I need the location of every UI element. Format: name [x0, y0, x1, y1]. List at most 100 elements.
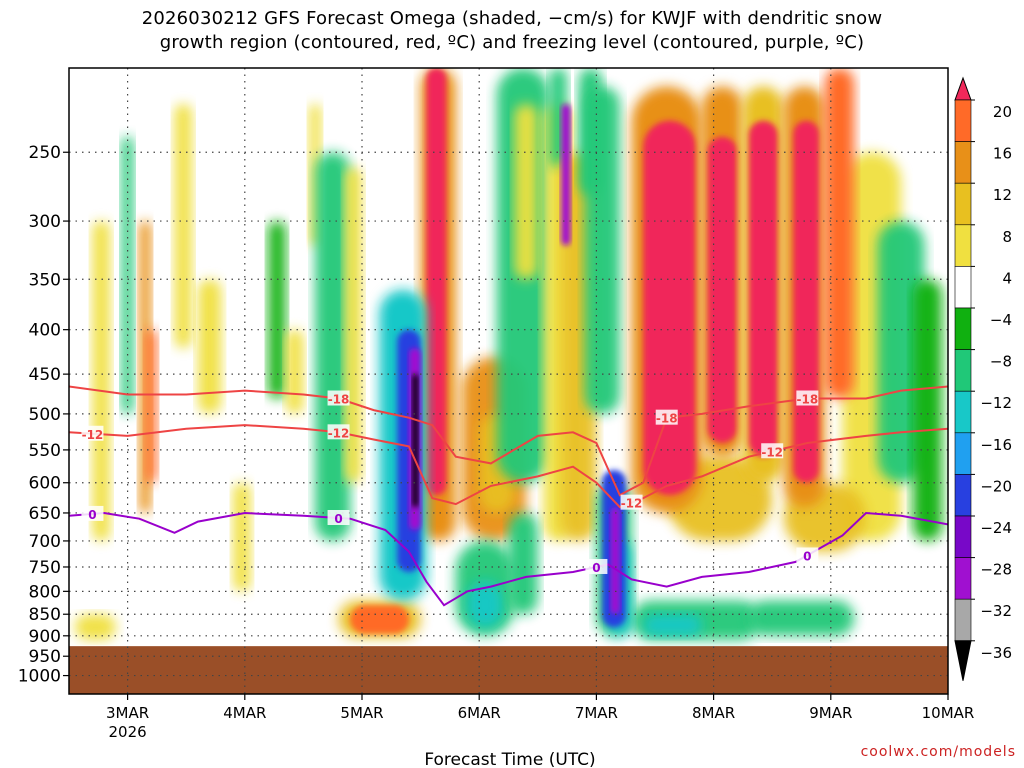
colorbar-label-6: −8: [990, 353, 1012, 371]
contour-label-bg-8: [327, 510, 350, 526]
y-tick-label-500: 500: [29, 405, 61, 425]
colorbar-label-11: −28: [980, 561, 1012, 579]
y-tick-label-900: 900: [29, 627, 61, 647]
omega-patch-17: [514, 103, 538, 280]
colorbar-bin-12: [954, 557, 972, 600]
contour-label-bg-2: [327, 424, 350, 440]
colorbar-bin-8: [954, 390, 972, 434]
chart-title-line1: 2026030212 GFS Forecast Omega (shaded, −…: [141, 8, 883, 29]
omega-shallow-ascent: [350, 605, 409, 634]
omega-patch-8: [285, 329, 304, 414]
x-tick-label-3MAR: 3MAR: [106, 704, 149, 722]
colorbar-arrow-top: [954, 76, 972, 101]
omega-patch-28: [643, 614, 702, 636]
colorbar-label-3: 8: [1002, 228, 1012, 246]
contour-label-10: 0: [803, 549, 811, 563]
contour-label-2: -12: [328, 426, 350, 440]
omega-ascent-core-d: [793, 120, 820, 483]
omega-patch-4: [174, 103, 193, 349]
chart-title-line2: growth region (contoured, red, ºC) and f…: [159, 32, 865, 53]
y-tick-label-850: 850: [29, 605, 61, 625]
colorbar-label-2: 12: [993, 186, 1012, 204]
y-tick-label-700: 700: [29, 532, 61, 552]
omega-patch-22: [584, 86, 620, 414]
omega-ascent-core-b: [707, 136, 738, 443]
y-tick-label-250: 250: [29, 143, 61, 163]
contour-label-bg-7: [81, 505, 104, 521]
colorbar-bin-4: [954, 224, 972, 267]
colorbar-label-5: −4: [990, 311, 1012, 329]
omega-patch-12: [74, 614, 116, 640]
contour-label-3: -18: [797, 392, 819, 406]
contour-label-4: -12: [761, 445, 783, 459]
x-tick-label-10MAR: 10MAR: [922, 704, 975, 722]
colorbar-bin-11: [954, 515, 972, 558]
colorbar-bin-2: [954, 141, 972, 184]
colorbar: 20 16 12 8 4 −4 −8 −12 −16 −20 −24 −28 −32 −36: [954, 76, 1012, 681]
contour-label-bg-6: [620, 494, 643, 510]
ground-mask: [69, 646, 948, 694]
omega-desc-core: [412, 374, 419, 508]
y-axis: 2503003504004505005506006507007508008509…: [18, 143, 69, 687]
contour-label-bg-10: [796, 547, 819, 563]
omega-patch-0: [92, 221, 111, 541]
x-tick-label-8MAR: 8MAR: [692, 704, 735, 722]
x-tick-label-5MAR: 5MAR: [340, 704, 383, 722]
omega-patch-1: [121, 136, 134, 414]
contour-label-1: -12: [82, 428, 104, 442]
colorbar-label-8: −16: [980, 436, 1012, 454]
y-tick-label-350: 350: [29, 270, 61, 290]
contour-dgz-minus18: [69, 385, 948, 497]
x-year-label: 2026: [109, 723, 147, 741]
contour-label-bg-3: [796, 390, 819, 406]
contour-label-bg-0: [327, 390, 350, 406]
colorbar-bin-1: [954, 99, 972, 142]
colorbar-label-0: 20: [993, 103, 1012, 121]
contour-label-bg-1: [81, 425, 104, 441]
y-tick-label-950: 950: [29, 647, 61, 667]
omega-patch-3: [145, 329, 157, 483]
omega-patch-32: [912, 279, 943, 541]
contour-label-bg-4: [761, 443, 784, 459]
ground-fill: [69, 646, 948, 694]
omega-patch-29: [748, 600, 855, 636]
colorbar-label-7: −12: [980, 394, 1012, 412]
omega-patch-31: [877, 221, 925, 483]
omega-ascent-core-c: [748, 120, 779, 457]
x-tick-label-9MAR: 9MAR: [809, 704, 852, 722]
omega-desc-top: [561, 103, 571, 246]
contour-label-5: -18: [656, 412, 678, 426]
x-tick-label-4MAR: 4MAR: [223, 704, 266, 722]
colorbar-arrow-bottom: [954, 640, 972, 681]
plot-frame: [68, 67, 949, 695]
omega-patch-7: [268, 221, 286, 399]
colorbar-label-9: −20: [980, 477, 1012, 495]
y-tick-label-1000: 1000: [18, 667, 61, 687]
contour-label-bg-5: [655, 409, 678, 425]
contour-freezing-level: [69, 511, 948, 607]
x-axis-title: Forecast Time (UTC): [424, 750, 595, 768]
y-tick-label-400: 400: [29, 321, 61, 341]
contour-lines: -18 -12 -12 -18 -12 -18 -12 0 0 0 0: [69, 385, 948, 607]
y-tick-label-550: 550: [29, 441, 61, 461]
x-axis: 3MAR 4MAR 5MAR 6MAR 7MAR 8MAR 9MAR 10MAR 2026: [106, 694, 974, 741]
colorbar-bin-5: [954, 266, 972, 309]
y-tick-label-450: 450: [29, 365, 61, 385]
contour-label-8: 0: [334, 512, 342, 526]
omega-ascent-core-a: [643, 120, 697, 496]
contour-label-7: 0: [88, 508, 96, 522]
omega-patch-6: [233, 482, 251, 592]
colorbar-label-10: −24: [980, 519, 1012, 537]
colorbar-label-1: 16: [993, 145, 1012, 163]
y-tick-label-300: 300: [29, 212, 61, 232]
contour-label-bg-9: [585, 558, 608, 574]
omega-patch-24: [467, 581, 503, 628]
colorbar-bin-9: [954, 432, 972, 475]
omega-patch-10: [315, 152, 351, 541]
omega-patch-5: [197, 279, 222, 414]
colorbar-bin-13: [954, 598, 972, 642]
y-tick-label-650: 650: [29, 504, 61, 524]
omega-desc7-core: [610, 507, 620, 615]
omega-patch-25: [508, 512, 538, 615]
omega-ascent-edge-e: [824, 68, 855, 399]
